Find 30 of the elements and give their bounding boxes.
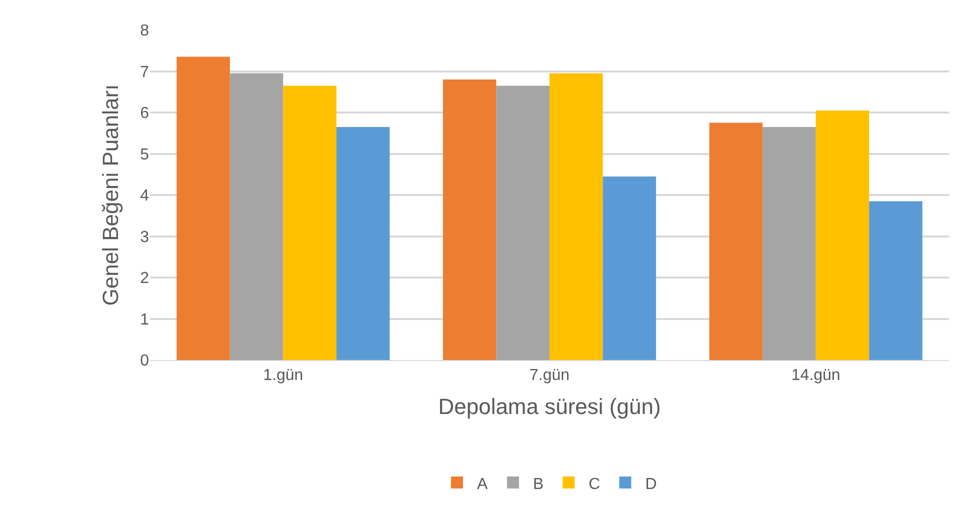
bar [762, 126, 816, 360]
legend-label: A [477, 476, 488, 493]
y-tick-label: 8 [140, 22, 150, 40]
legend-label: C [588, 476, 600, 493]
bar [602, 176, 656, 360]
bar [550, 73, 603, 360]
y-tick-label: 1 [140, 311, 150, 328]
bar [176, 56, 230, 360]
y-tick-label: 5 [140, 146, 150, 164]
x-axis-title: Depolama süresi (gün) [438, 394, 661, 420]
x-tick-label: 1.gün [263, 367, 304, 384]
bar [709, 122, 763, 360]
y-tick-label: 0 [140, 352, 150, 370]
x-tick-label: 7.gün [529, 367, 570, 384]
y-tick-label: 4 [140, 188, 150, 205]
bar [283, 86, 336, 360]
bar [869, 201, 922, 360]
y-tick-label: 6 [140, 105, 150, 122]
x-tick-label: 14.gün [791, 367, 840, 384]
y-tick-label: 7 [140, 64, 150, 81]
y-tick-label: 2 [140, 270, 150, 288]
bar [230, 73, 284, 360]
legend-label: B [533, 476, 544, 493]
bar [816, 110, 870, 360]
legend-label: D [645, 476, 657, 493]
y-tick-label: 3 [140, 228, 150, 246]
bar [496, 86, 550, 360]
bar [442, 80, 496, 360]
bar [336, 126, 390, 360]
y-axis-title: Genel Beğeni Puanları [98, 84, 123, 306]
